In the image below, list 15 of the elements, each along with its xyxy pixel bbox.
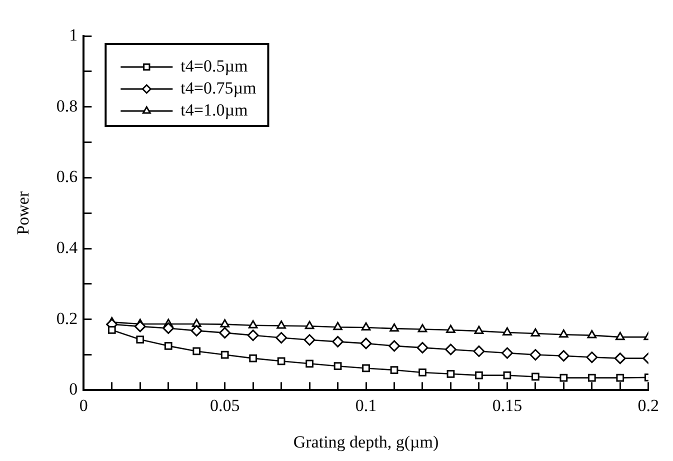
x-tick-label: 0.1 bbox=[355, 396, 377, 415]
y-tick-label: 0.2 bbox=[56, 308, 78, 328]
x-tick-label: 0.05 bbox=[210, 396, 240, 415]
legend-label: t4=0.75µm bbox=[180, 78, 256, 98]
y-tick-label: 0.8 bbox=[56, 96, 78, 116]
y-axis-title: Power bbox=[14, 191, 33, 235]
y-tick-label: 1 bbox=[69, 25, 78, 44]
legend-label: t4=1.0µm bbox=[180, 100, 248, 120]
x-tick-label: 0.15 bbox=[492, 396, 522, 415]
x-axis-title: Grating depth, g(µm) bbox=[293, 432, 439, 452]
legend-label: t4=0.5µm bbox=[180, 56, 248, 76]
y-tick-label: 0 bbox=[69, 380, 78, 399]
x-tick-label: 0.2 bbox=[638, 396, 659, 415]
y-tick-label: 0.6 bbox=[56, 167, 78, 186]
y-tick-label: 0.4 bbox=[56, 238, 78, 257]
